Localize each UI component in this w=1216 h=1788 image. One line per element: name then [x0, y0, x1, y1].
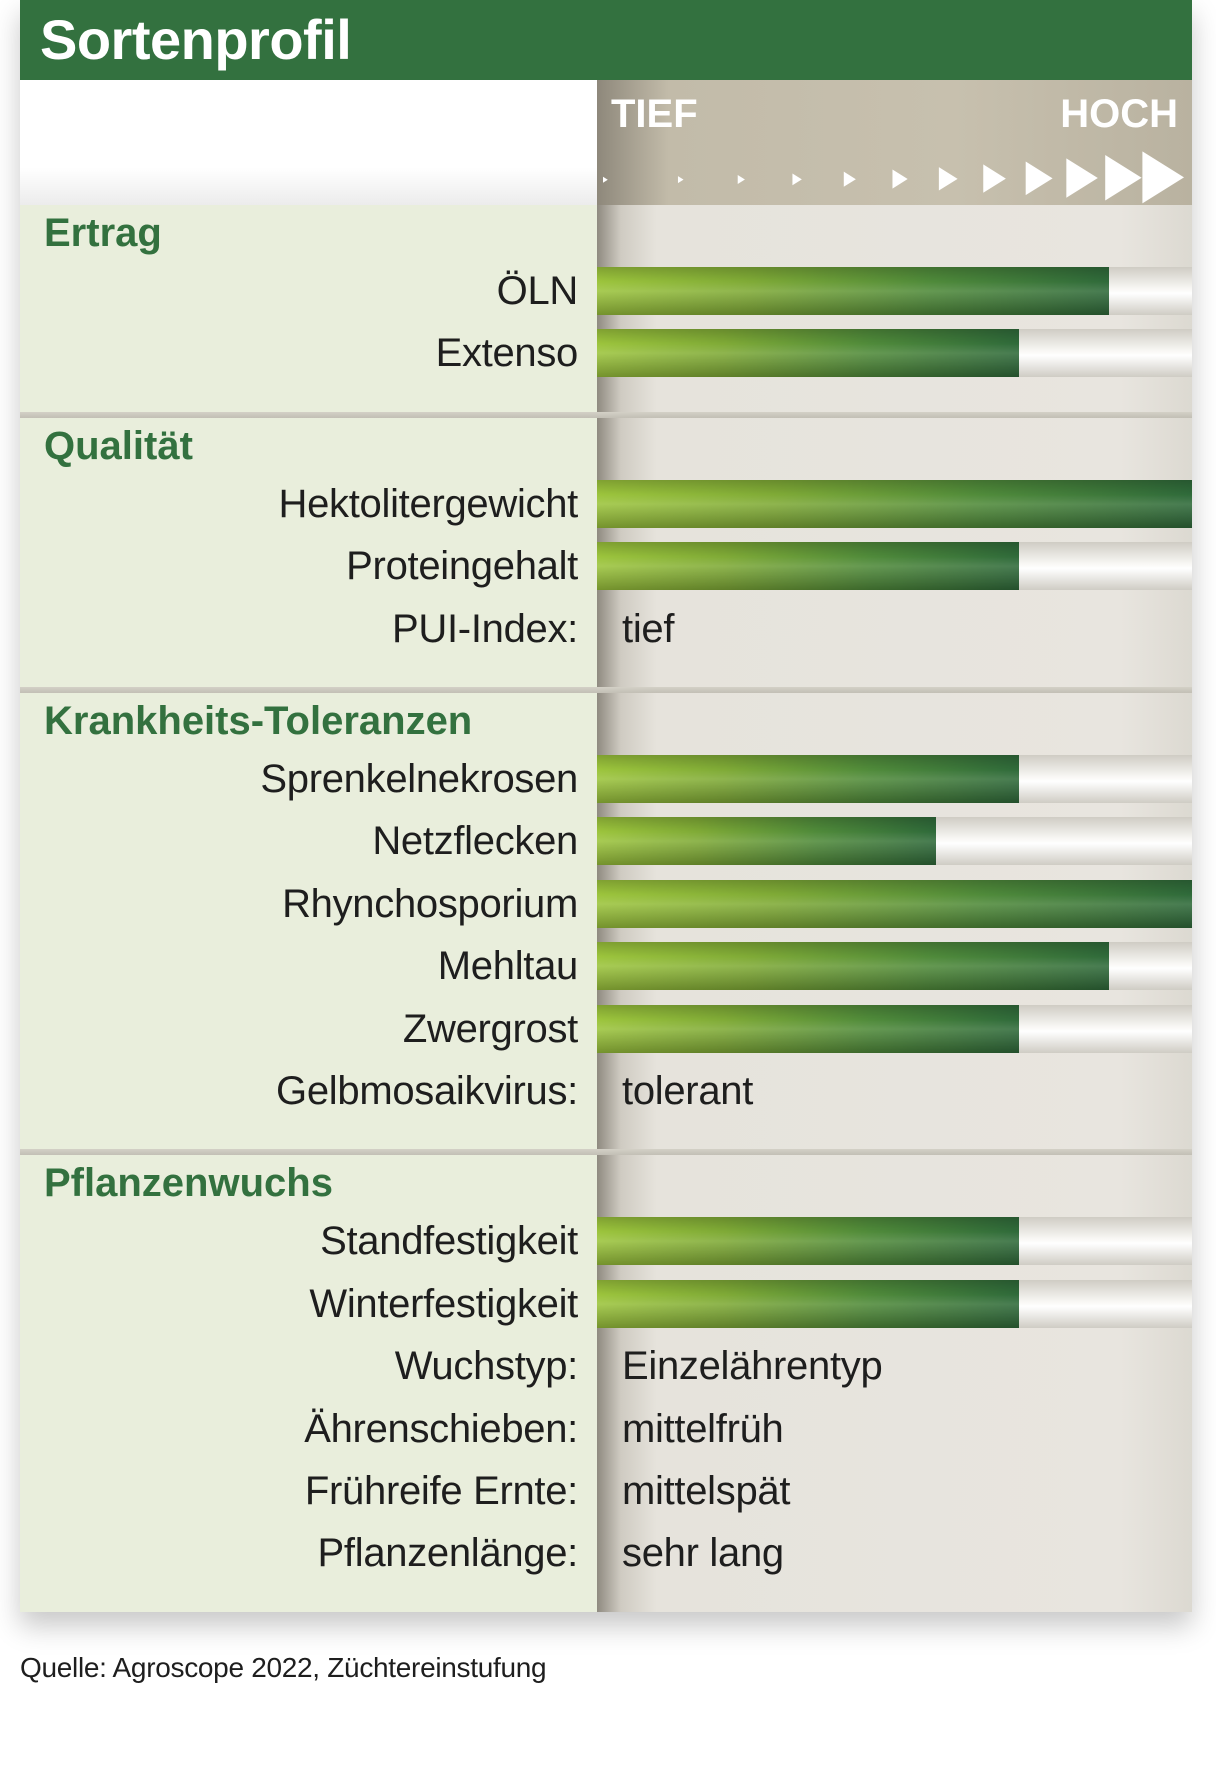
bar-track: [597, 329, 1192, 378]
row-label: ÖLN: [496, 269, 579, 313]
row-label: Wuchstyp:: [394, 1344, 579, 1389]
scale-arrows: [603, 151, 1184, 204]
bar-track: [597, 267, 1192, 315]
section-title: Qualität: [44, 423, 193, 468]
bar: [597, 817, 937, 866]
bar: [597, 1004, 1020, 1053]
row-label: PUI-Index:: [392, 606, 578, 651]
row-label: Sprenkelnekrosen: [260, 757, 578, 801]
row-label: Ährenschieben:: [304, 1406, 578, 1451]
bar-track: [597, 1004, 1192, 1053]
scale-arrow-icon: [677, 176, 684, 184]
bar: [597, 267, 1109, 315]
scale-arrow-icon: [983, 164, 1006, 193]
row-label: Mehltau: [437, 944, 579, 989]
bar: [597, 542, 1020, 591]
title-bar: Sortenprofil: [20, 0, 1192, 80]
scale-arrow-icon: [1066, 158, 1098, 198]
scale-arrow-icon: [1025, 161, 1053, 196]
bar: [597, 755, 1020, 803]
source-note: Quelle: Agroscope 2022, Züchtereinstufun…: [20, 1652, 547, 1683]
bar-track: [597, 879, 1192, 928]
section-panel-left: [20, 1155, 597, 1612]
row-label: Winterfestigkeit: [309, 1281, 578, 1326]
bar: [597, 879, 1192, 928]
bar-track: [597, 1279, 1192, 1328]
row-label: Zwergrost: [402, 1006, 578, 1051]
row-label: Standfestigkeit: [320, 1219, 578, 1264]
scale-low-label: TIEF: [611, 92, 698, 136]
chart-title: Sortenprofil: [40, 8, 352, 71]
row-value: tolerant: [622, 1069, 754, 1113]
scale-arrow-icon: [737, 175, 745, 185]
row-label: Pflanzenlänge:: [317, 1531, 579, 1576]
scale-header: TIEF HOCH: [597, 80, 1192, 205]
bar-track: [597, 1217, 1192, 1266]
row-value: Einzelährentyp: [622, 1344, 883, 1389]
bar: [597, 479, 1192, 528]
scale-arrow-icon: [603, 176, 608, 183]
row-label: Rhynchosporium: [282, 881, 578, 926]
section-divider: [20, 1149, 1192, 1156]
bar-track: [597, 817, 1192, 866]
scale-arrow-icon: [792, 173, 802, 186]
row-label: Proteingehalt: [346, 544, 578, 589]
header-blank: [20, 80, 597, 205]
bar-track: [597, 542, 1192, 591]
row-value: mittelspät: [622, 1469, 791, 1513]
row-label: Frühreife Ernte:: [304, 1469, 578, 1513]
bar: [597, 942, 1109, 991]
row-value: sehr lang: [622, 1531, 784, 1576]
section-panel-left: [20, 693, 597, 1150]
row-label: Hektolitergewicht: [278, 481, 579, 526]
scale-arrow-icon: [892, 169, 908, 189]
section-title: Ertrag: [44, 211, 162, 255]
row-label: Gelbmosaikvirus:: [276, 1069, 578, 1113]
bar-track: [597, 942, 1192, 991]
bar-track: [597, 479, 1192, 528]
row-value: mittelfrüh: [622, 1406, 784, 1451]
sortenprofil-card: Sortenprofil TIEF HOCH Ertrag ÖLN Extenso Q…: [20, 0, 1192, 1612]
row-value: tief: [622, 606, 675, 651]
scale-arrow-icon: [1142, 151, 1184, 204]
section-title: Pflanzenwuchs: [44, 1161, 333, 1206]
scale-high-label: HOCH: [1060, 92, 1178, 136]
row-label: Extenso: [435, 331, 579, 376]
bar: [597, 1217, 1020, 1266]
section-title: Krankheits-Toleranzen: [44, 699, 473, 743]
section-panel-left: [20, 417, 597, 687]
scale-arrow-icon: [843, 171, 856, 187]
bar: [597, 1279, 1020, 1328]
section-divider: [20, 411, 1192, 418]
bar: [597, 329, 1020, 378]
scale-arrow-icon: [938, 167, 958, 191]
bar-track: [597, 755, 1192, 803]
scale-arrow-icon: [1105, 154, 1142, 201]
section-panel-left: [20, 205, 597, 412]
section-divider: [20, 687, 1192, 693]
row-label: Netzflecken: [372, 819, 578, 864]
